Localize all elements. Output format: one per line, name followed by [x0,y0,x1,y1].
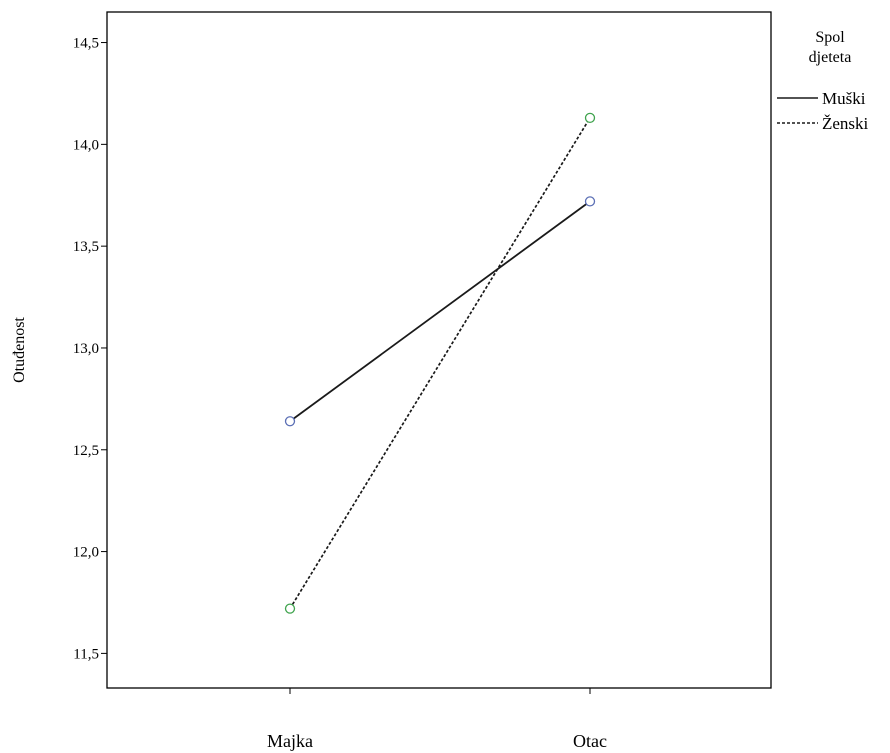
legend-label-1: Muški [822,89,866,108]
data-point-series-1-1 [284,416,296,427]
y-tick-label: 13,0 [73,341,99,357]
y-tick-label: 12,0 [73,545,99,561]
x-category-label: Majka [267,731,313,751]
y-tick-label: 14,5 [73,36,99,52]
series-line-1 [289,200,591,422]
y-tick-label: 11,5 [73,646,99,662]
plot-frame [106,11,772,689]
legend-title-line-2: djeteta [809,49,852,66]
legend-label-2: Ženski [822,114,869,133]
data-point-series-2-2 [584,112,596,124]
series-line-2 [289,117,591,610]
y-axis: 11,5 12,0 12,5 13,0 13,5 14,0 14,5 [73,36,107,662]
y-tick-label: 14,0 [73,137,99,153]
legend-title-line-1: Spol [815,29,845,46]
y-axis-label: Otuđenost [11,317,28,383]
data-point-series-1-2 [584,196,596,207]
x-axis: Majka Otac [267,688,607,751]
y-tick-label: 13,5 [73,239,99,255]
x-category-label: Otac [573,731,607,751]
data-point-series-2-1 [284,603,296,614]
y-tick-label: 12,5 [73,443,99,459]
series-layer [284,112,596,614]
legend: Spol djeteta Muški Ženski [777,29,869,133]
